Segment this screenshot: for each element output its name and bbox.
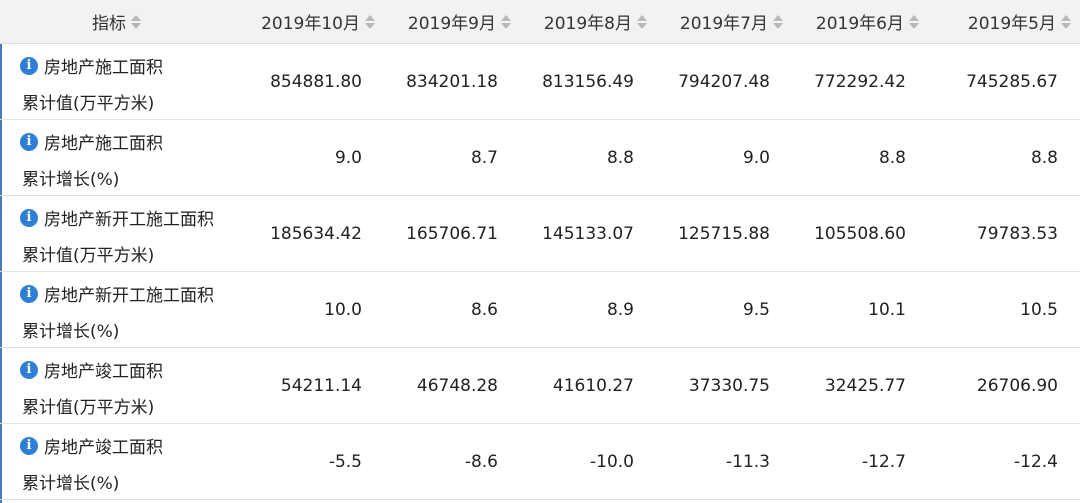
value-cell: 772292.42 [814, 71, 906, 92]
header-indicator-label: 指标 [92, 14, 126, 34]
value-cell: 8.8 [878, 147, 906, 168]
indicator-cell: i 房地产施工面积 累计增长(%) [0, 120, 234, 195]
sort-arrows-icon[interactable] [772, 14, 784, 30]
header-indicator[interactable]: 指标 [0, 0, 234, 43]
value-cell: 9.0 [334, 147, 362, 168]
value-cell: 41610.27 [552, 375, 634, 396]
value-cell: -12.7 [862, 451, 906, 472]
indicator-unit: 累计增长(%) [22, 170, 120, 190]
table-row: i 房地产新开工施工面积 累计增长(%) 10.0 8.6 8.9 9.5 10.… [0, 272, 1080, 348]
info-icon[interactable]: i [20, 360, 38, 379]
value-cell: 813156.49 [542, 71, 634, 92]
header-col-5[interactable]: 2019年5月 [928, 0, 1080, 43]
value-cell: -5.5 [328, 451, 362, 472]
header-col-label: 2019年6月 [815, 14, 904, 34]
value-cell: 10.0 [324, 299, 362, 320]
indicator-name: 房地产新开工施工面积 [44, 286, 214, 306]
table-row: i 房地产施工面积 累计增长(%) 9.0 8.7 8.8 9.0 8.8 8.8 [0, 120, 1080, 196]
left-accent-rule [0, 44, 2, 503]
indicator-unit: 累计值(万平方米) [22, 398, 155, 418]
header-col-label: 2019年9月 [407, 14, 496, 34]
value-cell: 125715.88 [678, 223, 770, 244]
header-col-1[interactable]: 2019年9月 [384, 0, 520, 43]
indicator-name: 房地产竣工面积 [44, 362, 163, 382]
indicator-unit: 累计增长(%) [22, 474, 120, 494]
value-cell: 8.8 [1030, 147, 1058, 168]
info-icon[interactable]: i [20, 132, 38, 151]
value-cell: -12.4 [1014, 451, 1058, 472]
value-cell: 145133.07 [542, 223, 634, 244]
value-cell: -10.0 [590, 451, 634, 472]
header-col-label: 2019年5月 [967, 14, 1056, 34]
header-col-0[interactable]: 2019年10月 [234, 0, 384, 43]
indicator-unit: 累计值(万平方米) [22, 246, 155, 266]
indicator-unit: 累计值(万平方米) [22, 94, 155, 114]
sort-arrows-icon[interactable] [1060, 14, 1072, 30]
value-cell: 185634.42 [270, 223, 362, 244]
value-cell: -8.6 [464, 451, 498, 472]
indicator-name: 房地产竣工面积 [44, 438, 163, 458]
header-col-3[interactable]: 2019年7月 [656, 0, 792, 43]
indicator-cell: i 房地产竣工面积 累计增长(%) [0, 424, 234, 499]
indicator-unit: 累计增长(%) [22, 322, 120, 342]
value-cell: 10.5 [1020, 299, 1058, 320]
value-cell: 794207.48 [678, 71, 770, 92]
value-cell: 54211.14 [280, 375, 362, 396]
value-cell: 8.8 [606, 147, 634, 168]
value-cell: 745285.67 [966, 71, 1058, 92]
value-cell: 26706.90 [976, 375, 1058, 396]
indicator-name: 房地产施工面积 [44, 58, 163, 78]
indicator-cell: i 房地产新开工施工面积 累计值(万平方米) [0, 196, 234, 271]
value-cell: 46748.28 [416, 375, 498, 396]
value-cell: 834201.18 [406, 71, 498, 92]
value-cell: 8.9 [606, 299, 634, 320]
value-cell: 8.7 [470, 147, 498, 168]
value-cell: 165706.71 [406, 223, 498, 244]
indicator-cell: i 房地产新开工施工面积 累计增长(%) [0, 272, 234, 347]
header-col-label: 2019年8月 [543, 14, 632, 34]
table-row: i 房地产施工面积 累计值(万平方米) 854881.80 834201.18 8… [0, 44, 1080, 120]
table-header: 指标 2019年10月 2019年9月 2019年8月 2019年7月 2019… [0, 0, 1080, 44]
table-row: i 房地产竣工面积 累计值(万平方米) 54211.14 46748.28 416… [0, 348, 1080, 424]
table-row: i 房地产新开工施工面积 累计值(万平方米) 185634.42 165706.7… [0, 196, 1080, 272]
sort-arrows-icon[interactable] [908, 14, 920, 30]
value-cell: 854881.80 [270, 71, 362, 92]
table-row: i 房地产竣工面积 累计增长(%) -5.5 -8.6 -10.0 -11.3 -… [0, 424, 1080, 500]
info-icon[interactable]: i [20, 208, 38, 227]
info-icon[interactable]: i [20, 284, 38, 303]
value-cell: 79783.53 [976, 223, 1058, 244]
value-cell: 32425.77 [824, 375, 906, 396]
value-cell: 8.6 [470, 299, 498, 320]
header-col-label: 2019年10月 [261, 14, 360, 34]
indicator-cell: i 房地产施工面积 累计值(万平方米) [0, 44, 234, 119]
indicator-name: 房地产新开工施工面积 [44, 210, 214, 230]
indicator-name: 房地产施工面积 [44, 134, 163, 154]
sort-arrows-icon[interactable] [130, 14, 142, 30]
info-icon[interactable]: i [20, 56, 38, 75]
sort-arrows-icon[interactable] [500, 14, 512, 30]
header-col-label: 2019年7月 [679, 14, 768, 34]
value-cell: 37330.75 [688, 375, 770, 396]
value-cell: 9.0 [742, 147, 770, 168]
value-cell: 10.1 [868, 299, 906, 320]
sort-arrows-icon[interactable] [636, 14, 648, 30]
sort-arrows-icon[interactable] [364, 14, 376, 30]
indicator-cell: i 房地产竣工面积 累计值(万平方米) [0, 348, 234, 423]
value-cell: 9.5 [742, 299, 770, 320]
header-col-2[interactable]: 2019年8月 [520, 0, 656, 43]
header-col-4[interactable]: 2019年6月 [792, 0, 928, 43]
info-icon[interactable]: i [20, 436, 38, 455]
value-cell: -11.3 [726, 451, 770, 472]
value-cell: 105508.60 [814, 223, 906, 244]
